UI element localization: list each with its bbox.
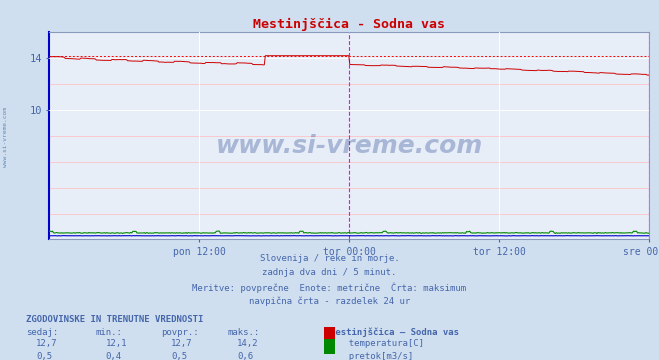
Text: 12,7: 12,7 — [171, 339, 193, 348]
Text: povpr.:: povpr.: — [161, 328, 199, 337]
Text: sedaj:: sedaj: — [26, 328, 59, 337]
Text: 0,6: 0,6 — [237, 352, 253, 360]
Text: 12,7: 12,7 — [36, 339, 58, 348]
Title: Mestinjščica - Sodna vas: Mestinjščica - Sodna vas — [253, 18, 445, 31]
Text: 0,5: 0,5 — [171, 352, 187, 360]
Text: 14,2: 14,2 — [237, 339, 259, 348]
Text: www.si-vreme.com: www.si-vreme.com — [3, 107, 8, 167]
Text: maks.:: maks.: — [227, 328, 260, 337]
Text: Slovenija / reke in morje.: Slovenija / reke in morje. — [260, 254, 399, 263]
Text: 12,1: 12,1 — [105, 339, 127, 348]
Text: Mestinjščica – Sodna vas: Mestinjščica – Sodna vas — [330, 328, 459, 337]
Text: temperatura[C]: temperatura[C] — [338, 339, 424, 348]
Text: ZGODOVINSKE IN TRENUTNE VREDNOSTI: ZGODOVINSKE IN TRENUTNE VREDNOSTI — [26, 315, 204, 324]
Text: pretok[m3/s]: pretok[m3/s] — [338, 352, 413, 360]
Text: 0,5: 0,5 — [36, 352, 52, 360]
Text: www.si-vreme.com: www.si-vreme.com — [215, 134, 483, 158]
Text: navpična črta - razdelek 24 ur: navpična črta - razdelek 24 ur — [249, 297, 410, 306]
Text: Meritve: povprečne  Enote: metrične  Črta: maksimum: Meritve: povprečne Enote: metrične Črta:… — [192, 283, 467, 293]
Text: min.:: min.: — [96, 328, 123, 337]
Text: zadnja dva dni / 5 minut.: zadnja dva dni / 5 minut. — [262, 268, 397, 277]
Text: 0,4: 0,4 — [105, 352, 121, 360]
